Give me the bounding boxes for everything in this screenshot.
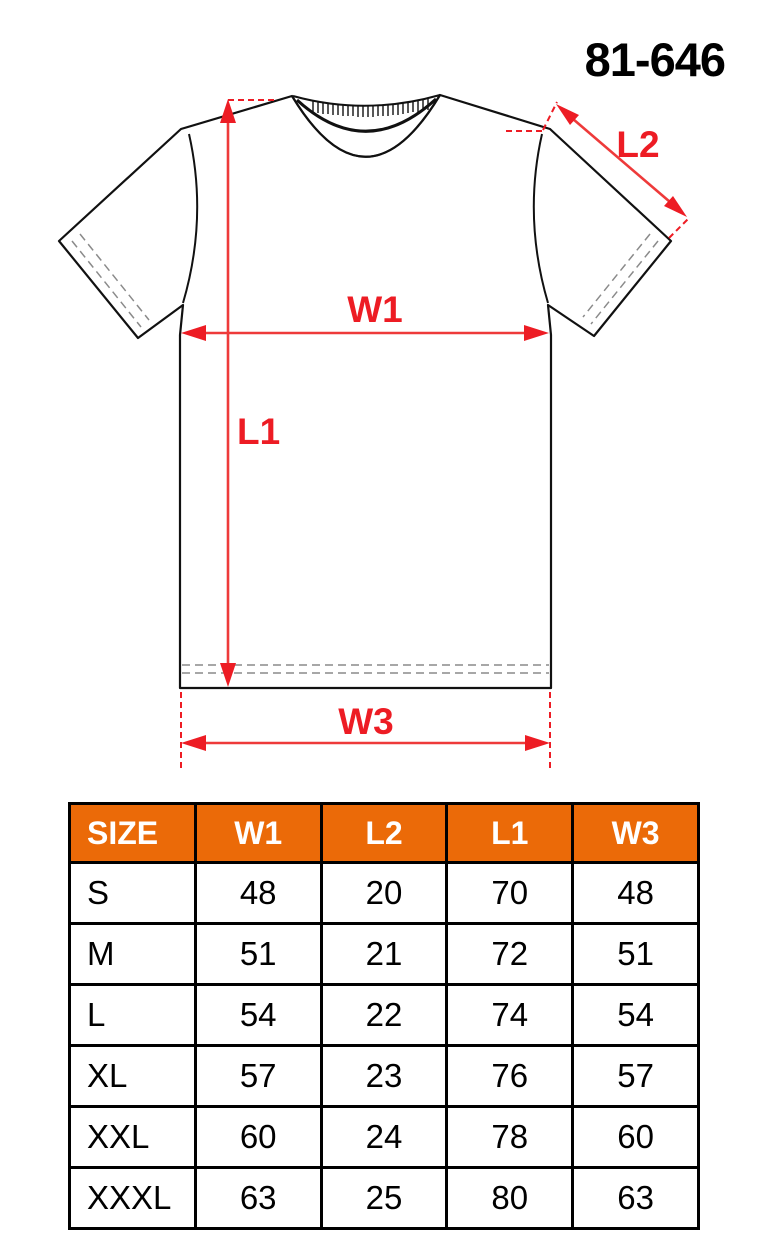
- product-code: 81-646: [584, 33, 726, 86]
- w3-cell: 48: [571, 861, 700, 925]
- table-row-m: M 51 21 72 51: [68, 922, 700, 986]
- w3-cell: 63: [571, 1166, 700, 1230]
- dimension-label-w3: W3: [338, 701, 394, 742]
- table-row-xl: XL 57 23 76 57: [68, 1044, 700, 1108]
- dimension-l1: L1: [220, 99, 280, 687]
- right-sleeve-stitching: [582, 233, 659, 325]
- l2-cell: 22: [319, 983, 449, 1047]
- size-cell: L: [68, 983, 197, 1047]
- w1-cell: 60: [193, 1105, 323, 1169]
- w1-cell: 63: [193, 1166, 323, 1230]
- w1-cell: 51: [193, 922, 323, 986]
- bottom-hem-stitching: [182, 664, 549, 674]
- collar-rib-ticks: [312, 99, 429, 117]
- collar-inner-seam: [295, 97, 438, 133]
- w1-cell: 54: [193, 983, 323, 1047]
- w3-cell: 51: [571, 922, 700, 986]
- l1-cell: 76: [445, 1044, 575, 1108]
- table-row-xxxl: XXXL 63 25 80 63: [68, 1166, 700, 1230]
- left-armhole-seam: [182, 133, 199, 304]
- table-row-l: L 54 22 74 54: [68, 983, 700, 1047]
- size-cell: S: [68, 861, 197, 925]
- l2-cell: 21: [319, 922, 449, 986]
- l2-cell: 24: [319, 1105, 449, 1169]
- size-table: SIZE W1 L2 L1 W3 S 48 20 70 48 M 51 21 7…: [68, 802, 700, 1230]
- l1-cell: 78: [445, 1105, 575, 1169]
- dimension-label-l1: L1: [237, 411, 280, 452]
- col-header-l1: L1: [445, 802, 575, 864]
- col-header-w1: W1: [193, 802, 323, 864]
- dimension-l2: L2: [506, 101, 690, 239]
- tshirt-outline: [57, 93, 673, 690]
- table-row-xxl: XXL 60 24 78 60: [68, 1105, 700, 1169]
- dimension-label-l2: L2: [616, 124, 659, 165]
- w3-cell: 54: [571, 983, 700, 1047]
- col-header-l2: L2: [319, 802, 449, 864]
- l2-cell: 23: [319, 1044, 449, 1108]
- dimension-label-w1: W1: [347, 289, 403, 330]
- w1-cell: 57: [193, 1044, 323, 1108]
- l1-cell: 74: [445, 983, 575, 1047]
- l2-cell: 20: [319, 861, 449, 925]
- table-row-s: S 48 20 70 48: [68, 861, 700, 925]
- dimension-w3: W3: [180, 692, 551, 768]
- size-table-header-row: SIZE W1 L2 L1 W3: [68, 802, 700, 864]
- w1-cell: 48: [193, 861, 323, 925]
- size-cell: M: [68, 922, 197, 986]
- right-armhole-seam: [532, 133, 549, 304]
- l1-cell: 80: [445, 1166, 575, 1230]
- size-cell: XXL: [68, 1105, 197, 1169]
- tshirt-diagram: W1 L1 L2 W3: [57, 93, 690, 768]
- left-sleeve-stitching: [71, 233, 150, 328]
- w3-cell: 57: [571, 1044, 700, 1108]
- collar-back-edge: [292, 94, 441, 107]
- w3-cell: 60: [571, 1105, 700, 1169]
- col-header-size: SIZE: [68, 802, 197, 864]
- size-cell: XL: [68, 1044, 197, 1108]
- col-header-w3: W3: [571, 802, 700, 864]
- l1-cell: 70: [445, 861, 575, 925]
- l1-cell: 72: [445, 922, 575, 986]
- l2-cell: 25: [319, 1166, 449, 1230]
- size-cell: XXXL: [68, 1166, 197, 1230]
- dimension-w1: W1: [181, 289, 549, 341]
- collar-band-bottom: [291, 94, 441, 158]
